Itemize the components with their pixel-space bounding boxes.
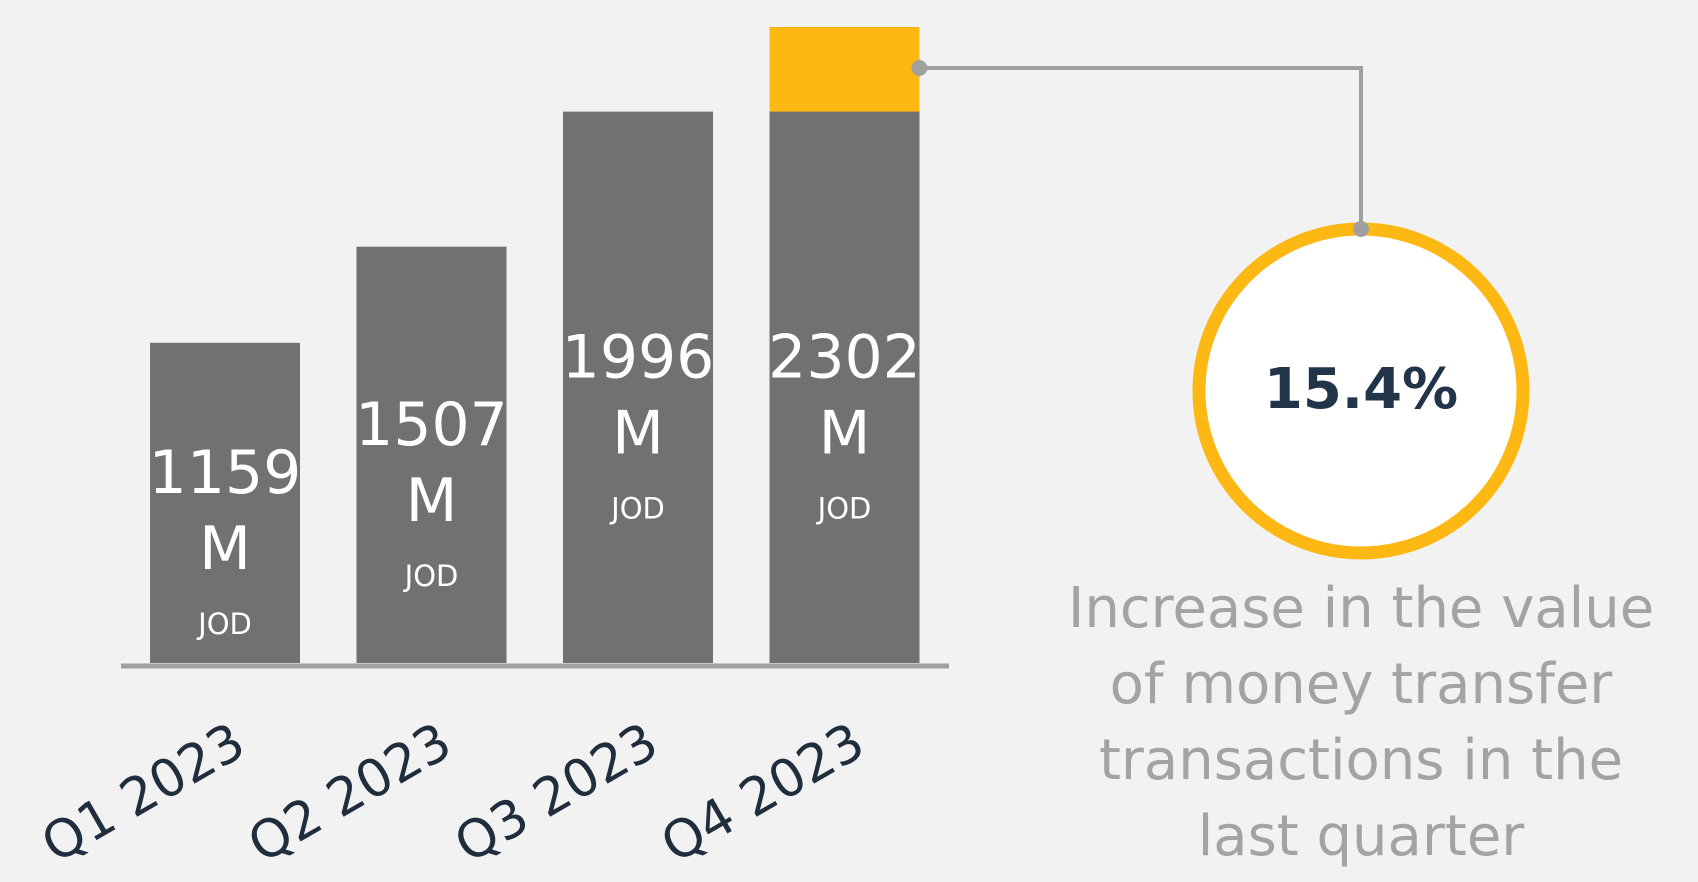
bar bbox=[769, 27, 920, 663]
connector-dot bbox=[1353, 221, 1369, 237]
bar bbox=[563, 111, 713, 664]
bar bbox=[150, 342, 300, 663]
connector bbox=[919, 66, 1363, 229]
bar bbox=[356, 246, 507, 663]
value-label: 2302 M JOD bbox=[768, 322, 921, 525]
value-label: 1507 M JOD bbox=[355, 389, 508, 592]
annotation: Increase in the value bbox=[1068, 576, 1654, 641]
annotation: last quarter bbox=[1198, 804, 1526, 869]
value-label: 1996 M JOD bbox=[562, 322, 715, 525]
connector-dot bbox=[911, 60, 928, 76]
callout-value: 15.4% bbox=[1264, 357, 1458, 422]
value-label: 1159 M JOD bbox=[149, 438, 302, 641]
highlight-segment bbox=[769, 27, 920, 112]
annotation: transactions in the bbox=[1099, 728, 1623, 793]
annotation: of money transfer bbox=[1110, 652, 1614, 717]
